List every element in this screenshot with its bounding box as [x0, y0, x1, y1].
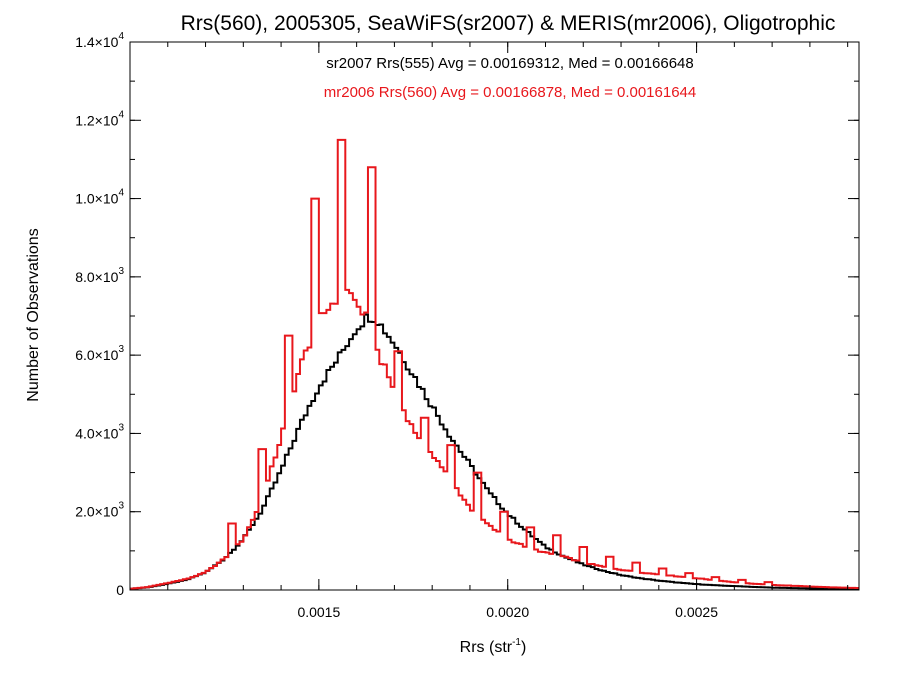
y-tick-label: 0: [116, 582, 124, 598]
x-tick-label: 0.0020: [486, 604, 529, 620]
x-axis-label-close: ): [521, 639, 526, 656]
x-axis-label: Rrs (str-1): [460, 637, 527, 656]
x-tick-labels: 0.0015 0.0020 0.0025: [297, 604, 718, 620]
y-tick-label: 6.0×103: [75, 344, 124, 363]
legend-entry-mr2006: mr2006 Rrs(560) Avg = 0.00166878, Med = …: [324, 84, 697, 101]
axis-ticks: [129, 41, 859, 591]
y-tick-label: 4.0×103: [75, 422, 124, 441]
series-line-mr2006: [130, 138, 859, 590]
x-tick-label: 0.0015: [297, 604, 340, 620]
plot-series: [130, 138, 859, 591]
y-tick-label: 2.0×103: [75, 501, 124, 520]
y-tick-label: 8.0×103: [75, 266, 124, 285]
y-tick-label: 1.0×104: [75, 188, 124, 207]
x-axis-label-sup: -1: [512, 637, 521, 648]
x-tick-label: 0.0025: [675, 604, 718, 620]
y-tick-label: 1.4×104: [75, 31, 124, 50]
y-tick-labels: 0 2.0×103 4.0×103 6.0×103 8.0×103 1.0×104 1.2×…: [75, 31, 124, 598]
y-axis-label: Number of Observations: [25, 228, 42, 401]
legend-entry-sr2007: sr2007 Rrs(555) Avg = 0.00169312, Med = …: [326, 55, 694, 72]
chart-title: Rrs(560), 2005305, SeaWiFS(sr2007) & MER…: [181, 12, 836, 35]
x-axis-label-base: Rrs (str: [460, 639, 513, 656]
y-tick-label: 1.2×104: [75, 109, 124, 128]
